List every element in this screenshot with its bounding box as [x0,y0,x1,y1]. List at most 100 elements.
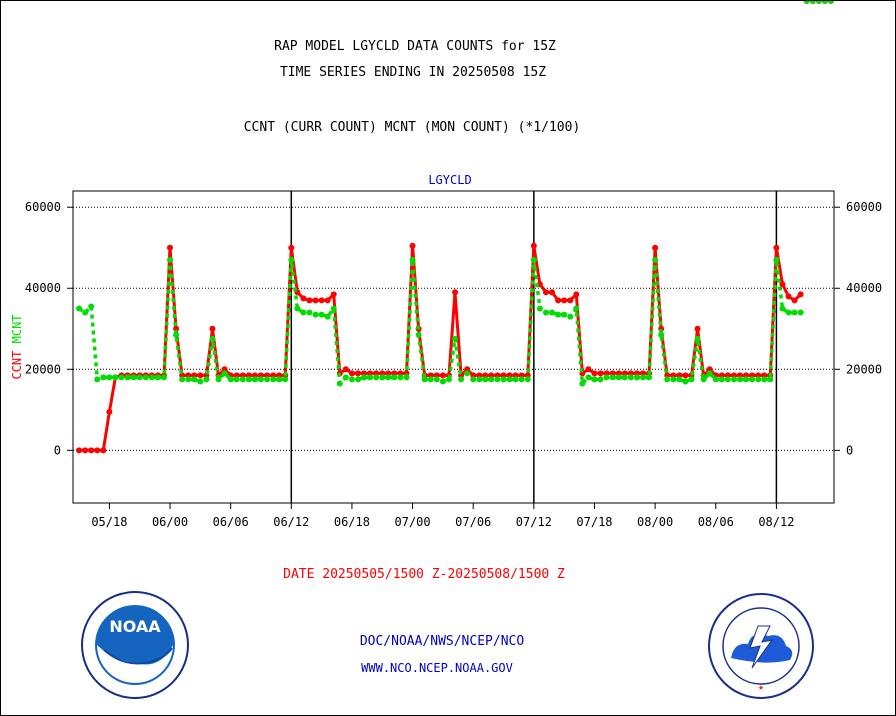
data-point-mcnt [306,309,313,316]
data-point-mcnt [197,378,204,385]
data-point-mcnt [512,376,519,383]
x-tick-label: 07/00 [395,515,431,529]
data-point-mcnt [427,376,434,383]
data-point-mcnt [167,256,174,263]
data-point-ccnt [209,325,216,332]
date-range-label: DATE 20250505/1500 Z-20250508/1500 Z [283,567,565,582]
chart-title-line-2: TIME SERIES ENDING IN 20250508 15Z [279,65,547,80]
data-point-ccnt [779,281,786,288]
axis-layer: 0 0 20000 20000 40000 40000 60000 60000 05/18 06/… [25,190,882,529]
data-point-ccnt [106,408,113,415]
data-point-mcnt [755,376,762,383]
data-point-mcnt [94,376,101,383]
data-point-mcnt [815,1,822,4]
data-point-mcnt [300,309,307,316]
data-point-ccnt [94,447,101,454]
data-point-mcnt [785,309,792,316]
data-point-ccnt [785,293,792,300]
data-point-mcnt [403,374,410,381]
y-axis-label-ccnt: CCNT [10,351,24,380]
data-point-mcnt [791,309,798,316]
data-point-ccnt [82,447,89,454]
data-point-mcnt [257,376,264,383]
data-point-ccnt [555,297,562,304]
data-point-mcnt [233,376,240,383]
data-point-mcnt [215,376,222,383]
grid-layer [73,206,834,451]
y-tick-label-right: 20000 [846,362,882,376]
data-point-mcnt [173,331,180,338]
data-point-mcnt [458,376,465,383]
data-point-mcnt [536,305,543,312]
data-point-mcnt [148,374,155,381]
data-point-mcnt [100,374,107,381]
data-point-mcnt [718,376,725,383]
data-point-ccnt [76,447,83,454]
data-point-ccnt [100,447,107,454]
data-point-mcnt [615,374,622,381]
x-tick-label: 08/12 [758,515,794,529]
website-label: WWW.NCO.NCEP.NOAA.GOV [361,661,513,675]
data-point-mcnt [749,376,756,383]
y-tick-label-right: 0 [846,443,853,457]
y-tick-label-left: 0 [54,443,61,457]
plot-frame [72,190,835,504]
data-point-mcnt [700,376,707,383]
data-point-mcnt [579,380,586,387]
data-point-mcnt [476,376,483,383]
data-point-mcnt [160,374,167,381]
data-point-mcnt [288,256,295,263]
y-tick-label-right: 60000 [846,200,882,214]
data-point-mcnt [767,376,774,383]
data-point-ccnt [348,370,355,377]
data-point-mcnt [488,376,495,383]
data-point-ccnt [167,244,174,251]
data-point-ccnt [318,297,325,304]
data-point-mcnt [652,256,659,263]
data-point-mcnt [185,376,192,383]
data-point-mcnt [724,376,731,383]
data-point-mcnt [542,309,549,316]
data-point-ccnt [561,297,568,304]
day-boundary-layer [290,191,778,503]
data-point-mcnt [154,374,161,381]
data-point-mcnt [633,374,640,381]
x-tick-label: 07/06 [455,515,491,529]
x-tick-label: 08/00 [637,515,673,529]
data-point-mcnt [773,256,780,263]
data-point-mcnt [549,309,556,316]
data-point-ccnt [542,289,549,296]
data-point-mcnt [639,374,646,381]
data-point-ccnt [342,366,349,373]
x-tick-label: 07/18 [576,515,612,529]
noaa-logo-icon: NOAA [81,591,189,699]
data-point-mcnt [609,374,616,381]
y-axis-label: CCNT MCNT [10,314,24,379]
data-point-mcnt [445,376,452,383]
data-point-mcnt [627,374,634,381]
data-point-mcnt [251,376,258,383]
data-point-ccnt [409,242,416,249]
data-point-mcnt [761,376,768,383]
data-point-mcnt [124,374,131,381]
data-point-mcnt [342,374,349,381]
data-point-ccnt [791,297,798,304]
data-point-ccnt [324,297,331,304]
y-axis-label-mcnt: MCNT [10,314,24,350]
data-point-mcnt [561,311,568,318]
data-point-mcnt [112,374,119,381]
data-point-mcnt [712,376,719,383]
data-point-ccnt [439,372,446,379]
data-point-mcnt [82,309,89,316]
data-point-mcnt [276,376,283,383]
data-point-mcnt [385,374,392,381]
chart-subtitle: CCNT (CURR COUNT) MCNT (MON COUNT) (*1/1… [243,120,581,135]
data-point-ccnt [567,297,574,304]
data-point-mcnt [706,370,713,377]
data-point-mcnt [336,380,343,387]
panel-label: LGYCLD [428,173,472,187]
data-point-mcnt [312,311,319,318]
data-point-mcnt [730,376,737,383]
org-label: DOC/NOAA/NWS/NCEP/NCO [359,634,525,649]
